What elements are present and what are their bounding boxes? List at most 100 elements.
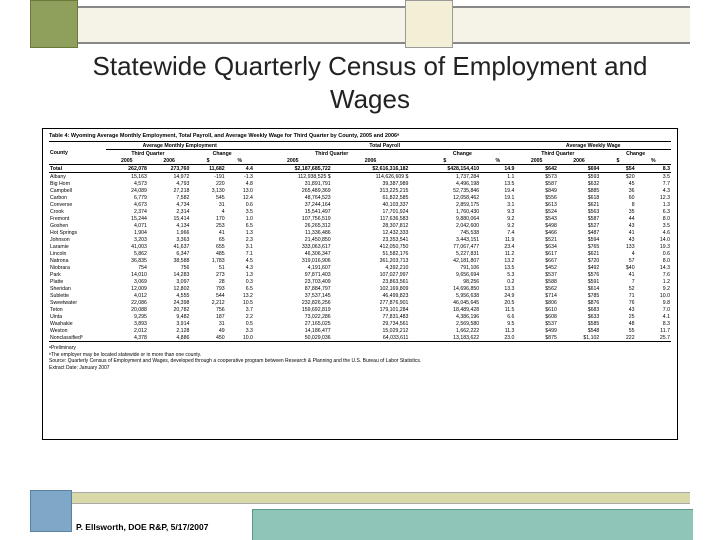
table-row: Park14,01014,2832731.397,871,403107,027,… xyxy=(49,271,671,278)
cell: Crook xyxy=(49,208,106,215)
cell: 71 xyxy=(600,292,635,299)
table-footnotes: ᵃPreliminaryᵇThe employer may be located… xyxy=(49,345,671,371)
cell: 11.2 xyxy=(480,250,515,257)
cell: Goshen xyxy=(49,222,106,229)
cell: $720 xyxy=(558,257,600,264)
cell: 544 xyxy=(190,292,225,299)
cell: 4,378 xyxy=(106,334,148,342)
table-row: Campbell24,08927,2183,13013.0265,489,369… xyxy=(49,187,671,194)
cell: 4.6 xyxy=(636,229,671,236)
cell: 13.0 xyxy=(226,187,254,194)
cell: Niobrara xyxy=(49,264,106,271)
cell: 60 xyxy=(600,194,635,201)
cell: 2,012 xyxy=(106,327,148,334)
cell: 7.0 xyxy=(636,306,671,313)
cell: 57 xyxy=(600,257,635,264)
cell: 5,227,831 xyxy=(409,250,480,257)
table-row: Fremont15,24415,4141701.0107,756,519117,… xyxy=(49,215,671,222)
cell: 46,045,645 xyxy=(409,299,480,306)
cell: 1,737,284 xyxy=(409,173,480,181)
cell: Albany xyxy=(49,173,106,181)
cell: 61,822,585 xyxy=(332,194,410,201)
cell: 27,165,025 xyxy=(254,320,332,327)
sub-chg-3: Change xyxy=(600,150,671,158)
cell: 3.7 xyxy=(226,306,254,313)
table-row: Carbon6,7797,58254512.448,764,52361,822,… xyxy=(49,194,671,201)
cell: 23,863,561 xyxy=(332,278,410,285)
cell: 12.4 xyxy=(226,194,254,201)
cell: 3,130 xyxy=(190,187,225,194)
cell: 4,496,198 xyxy=(409,180,480,187)
cell: 31,891,791 xyxy=(254,180,332,187)
footnote-line: Extract Date: January 2007 xyxy=(49,365,671,372)
cell: 13.5 xyxy=(480,264,515,271)
sub-tq-3: Third Quarter xyxy=(515,150,600,158)
cell: 13.2 xyxy=(480,257,515,264)
col-county: County xyxy=(49,142,106,165)
table-row: Natrona36,83538,5881,7834.5319,016,90636… xyxy=(49,257,671,264)
cell: 73,022,286 xyxy=(254,313,332,320)
cell: $694 xyxy=(558,165,600,173)
cell: 41 xyxy=(190,229,225,236)
cell: 6.5 xyxy=(226,285,254,292)
cell: 36,835 xyxy=(106,257,148,264)
cell: 107,756,519 xyxy=(254,215,332,222)
cell: 187 xyxy=(190,313,225,320)
cell: 3.5 xyxy=(636,173,671,181)
table-row: Johnson3,2033,363652.321,450,85023,353,5… xyxy=(49,236,671,243)
cell: 655 xyxy=(190,243,225,250)
top-decorative-bar xyxy=(30,6,690,44)
cell: $576 xyxy=(558,271,600,278)
table-row: Nonclassifiedᵇ4,3784,88645010.050,029,03… xyxy=(49,334,671,342)
cell: 4,392,210 xyxy=(332,264,410,271)
cell: 11.9 xyxy=(480,236,515,243)
cell: 77,831,483 xyxy=(332,313,410,320)
cell: 1.3 xyxy=(226,271,254,278)
cell: 133 xyxy=(600,243,635,250)
cell: 2,569,580 xyxy=(409,320,480,327)
cell: 3,914 xyxy=(148,320,190,327)
cell: 9.5 xyxy=(480,320,515,327)
cell: 4,191,607 xyxy=(254,264,332,271)
cell: 4,793 xyxy=(148,180,190,187)
cell: 5,862 xyxy=(106,250,148,257)
cell: 45 xyxy=(600,180,635,187)
cell: 4,673 xyxy=(106,201,148,208)
sub-tq-2: Third Quarter xyxy=(254,150,410,158)
cell: 26,265,312 xyxy=(254,222,332,229)
cell: 20,782 xyxy=(148,306,190,313)
cell: Teton xyxy=(49,306,106,313)
cell: Hot Springs xyxy=(49,229,106,236)
table-header: County Average Monthly Employment Total … xyxy=(49,142,671,165)
cell: $806 xyxy=(515,299,557,306)
cell: 25 xyxy=(600,313,635,320)
cell: $632 xyxy=(558,180,600,187)
cell: $667 xyxy=(515,257,557,264)
cell: 2,212 xyxy=(190,299,225,306)
table-row: Big Horn4,5734,7932204.831,891,79139,387… xyxy=(49,180,671,187)
cell: 12,009 xyxy=(106,285,148,292)
cell: $849 xyxy=(515,187,557,194)
cell: 7,582 xyxy=(148,194,190,201)
cell: 41 xyxy=(600,271,635,278)
cell: 3.5 xyxy=(636,222,671,229)
cell: 4.4 xyxy=(226,165,254,173)
footer-text: P. Ellsworth, DOE R&P, 5/17/2007 xyxy=(76,522,208,532)
cell: 4,555 xyxy=(148,292,190,299)
cell: 14,010 xyxy=(106,271,148,278)
cell: 1,904 xyxy=(106,229,148,236)
cell: 37,537,145 xyxy=(254,292,332,299)
cell: $2,616,316,182 xyxy=(332,165,410,173)
cell: 3,363 xyxy=(148,236,190,243)
cell: 10.5 xyxy=(226,299,254,306)
cell: 15,414 xyxy=(148,215,190,222)
h-2005-3: 2005 xyxy=(515,157,557,165)
cell: 6.5 xyxy=(226,222,254,229)
cell: 20,088 xyxy=(106,306,148,313)
cell: 46,499,823 xyxy=(332,292,410,299)
table-row: Crook2,3742,31443.515,541,49717,701,9241… xyxy=(49,208,671,215)
table-row: Washakie3,8933,914310.527,165,02529,734,… xyxy=(49,320,671,327)
cell: 8.0 xyxy=(636,257,671,264)
cell: 0.6 xyxy=(636,250,671,257)
cell: 39,387,989 xyxy=(332,180,410,187)
